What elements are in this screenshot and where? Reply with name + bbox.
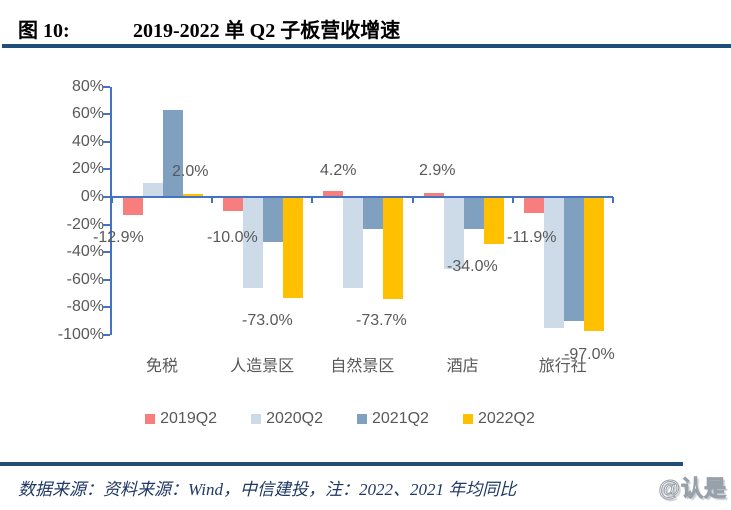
bar-2020Q2-酒店 bbox=[443, 197, 464, 269]
data-label: -12.9% bbox=[93, 229, 144, 246]
bar-2020Q2-自然景区 bbox=[343, 197, 364, 288]
bar-2021Q2-自然景区 bbox=[363, 197, 384, 229]
bar-2019Q2-人造景区 bbox=[223, 197, 244, 211]
y-tick-label: -60% bbox=[66, 270, 104, 288]
category-label-人造景区: 人造景区 bbox=[230, 358, 295, 375]
legend-label: 2019Q2 bbox=[160, 410, 218, 427]
bar-2021Q2-酒店 bbox=[463, 197, 484, 229]
bar-2019Q2-酒店 bbox=[423, 193, 444, 197]
footer-divider-rule bbox=[0, 462, 683, 466]
bar-2021Q2-免税 bbox=[163, 110, 183, 197]
figure-number-label: 图 10: bbox=[18, 20, 70, 42]
legend-item-2020Q2: 2020Q2 bbox=[251, 410, 323, 428]
x-tick-mark bbox=[311, 197, 314, 203]
x-tick-mark bbox=[211, 197, 214, 203]
category-label-酒店: 酒店 bbox=[446, 358, 479, 375]
y-tick-mark bbox=[103, 85, 110, 88]
y-tick-label: -20% bbox=[66, 215, 104, 233]
x-tick-mark bbox=[111, 197, 113, 203]
watermark: @认是 bbox=[658, 476, 727, 502]
data-label: -97.0% bbox=[564, 346, 615, 363]
y-tick-label: 20% bbox=[71, 160, 104, 178]
bar-2022Q2-免税 bbox=[183, 194, 203, 197]
bar-2020Q2-免税 bbox=[143, 183, 163, 197]
category-label-自然景区: 自然景区 bbox=[330, 358, 395, 375]
legend-item-2021Q2: 2021Q2 bbox=[357, 410, 429, 428]
data-label: -10.0% bbox=[207, 229, 258, 246]
bar-2022Q2-人造景区 bbox=[283, 197, 304, 298]
y-tick-mark bbox=[103, 251, 110, 254]
y-tick-mark bbox=[103, 168, 110, 171]
y-tick-label: 0% bbox=[80, 188, 104, 205]
legend-label: 2022Q2 bbox=[477, 410, 535, 427]
y-tick-label: 60% bbox=[71, 105, 104, 123]
bar-2022Q2-酒店 bbox=[483, 197, 504, 244]
x-tick-mark bbox=[612, 197, 614, 203]
legend-item-2022Q2: 2022Q2 bbox=[462, 410, 535, 428]
y-tick-mark bbox=[103, 140, 110, 143]
data-label: -34.0% bbox=[447, 258, 498, 275]
figure-title: 2019-2022 单 Q2 子板营收增速 bbox=[133, 20, 401, 42]
data-label: 4.2% bbox=[320, 162, 357, 179]
bar-chart: 80% 60% 40% 20% 0% -20% -40% -60% -80% -100% -12.9… bbox=[0, 52, 731, 452]
source-note: 数据来源：资料来源：Wind，中信建投，注：2022、2021 年均同比 bbox=[18, 480, 517, 499]
legend-label: 2021Q2 bbox=[372, 410, 429, 427]
legend-label: 2020Q2 bbox=[266, 410, 323, 427]
y-axis bbox=[110, 86, 112, 335]
chart-legend: 2019Q2 2020Q2 2021Q2 2022Q2 bbox=[0, 410, 680, 428]
y-tick-mark bbox=[103, 223, 110, 226]
data-label: -11.9% bbox=[507, 229, 557, 246]
legend-swatch-icon bbox=[251, 414, 262, 424]
data-label: -73.0% bbox=[242, 312, 293, 329]
legend-swatch-icon bbox=[357, 414, 367, 424]
y-tick-mark bbox=[103, 196, 110, 198]
bar-2020Q2-旅行社 bbox=[543, 197, 564, 328]
y-tick-mark bbox=[103, 278, 110, 281]
bar-2021Q2-人造景区 bbox=[263, 197, 284, 243]
y-tick-label: -100% bbox=[57, 325, 104, 343]
category-label-旅行社: 旅行社 bbox=[538, 358, 587, 375]
bar-2022Q2-旅行社 bbox=[583, 197, 604, 331]
x-tick-mark bbox=[411, 197, 414, 203]
data-label: 2.0% bbox=[172, 163, 209, 180]
legend-swatch-icon bbox=[145, 414, 156, 424]
category-label-免税: 免税 bbox=[145, 358, 178, 375]
y-tick-mark bbox=[103, 333, 110, 336]
y-tick-label: 40% bbox=[71, 132, 104, 150]
y-tick-label: 80% bbox=[71, 77, 104, 95]
legend-item-2019Q2: 2019Q2 bbox=[145, 410, 217, 428]
x-tick-mark bbox=[511, 197, 514, 203]
x-axis bbox=[112, 196, 613, 198]
y-tick-mark bbox=[103, 306, 110, 309]
bar-2022Q2-自然景区 bbox=[383, 197, 404, 299]
bar-2021Q2-旅行社 bbox=[563, 197, 584, 322]
bar-2020Q2-人造景区 bbox=[243, 197, 264, 288]
legend-swatch-icon bbox=[462, 414, 473, 424]
data-label: -73.7% bbox=[356, 312, 407, 329]
title-divider-rule bbox=[2, 44, 731, 48]
bar-2019Q2-免税 bbox=[123, 197, 143, 215]
data-label: 2.9% bbox=[419, 162, 456, 179]
bar-2019Q2-旅行社 bbox=[523, 197, 544, 214]
y-tick-label: -40% bbox=[66, 243, 104, 261]
y-tick-mark bbox=[103, 113, 110, 116]
bar-2019Q2-自然景区 bbox=[323, 191, 344, 197]
figure-header: 图 10: 2019-2022 单 Q2 子板营收增速 bbox=[0, 8, 731, 42]
y-tick-label: -80% bbox=[66, 298, 104, 316]
